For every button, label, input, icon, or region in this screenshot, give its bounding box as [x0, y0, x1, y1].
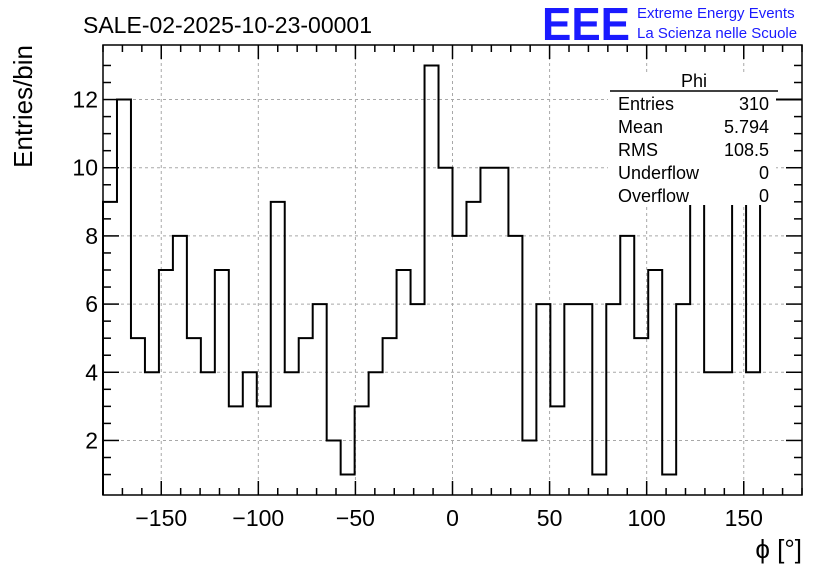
x-tick-label: 150: [725, 505, 763, 531]
x-tick-label: −100: [232, 505, 284, 531]
stats-value-mean: 5.794: [724, 117, 769, 137]
y-tick-label: 8: [85, 223, 98, 249]
stats-box-title: Phi: [681, 71, 707, 91]
stats-label-mean: Mean: [618, 117, 663, 137]
stats-label-underflow: Underflow: [618, 163, 700, 183]
y-tick-label: 10: [72, 155, 98, 181]
stats-box: Phi Entries 310 Mean 5.794 RMS 108.5 Und…: [608, 71, 778, 206]
x-tick-label: −50: [336, 505, 375, 531]
stats-value-underflow: 0: [759, 163, 769, 183]
y-axis-label: Entries/bin: [8, 45, 38, 168]
x-tick-label: 100: [627, 505, 665, 531]
x-tick-label: 50: [537, 505, 563, 531]
stats-value-rms: 108.5: [724, 140, 769, 160]
stats-box-background: [608, 75, 776, 205]
eee-logo-line1: Extreme Energy Events: [637, 5, 795, 22]
y-tick-label: 4: [85, 359, 98, 385]
histogram-step-line: [102, 64, 802, 495]
eee-logo-text: EEE: [542, 0, 630, 50]
run-title: SALE-02-2025-10-23-00001: [83, 12, 372, 38]
y-tick-label: 6: [85, 291, 98, 317]
stats-label-rms: RMS: [618, 140, 658, 160]
stats-value-entries: 310: [739, 94, 769, 114]
x-tick-label: −150: [135, 505, 187, 531]
stats-value-overflow: 0: [759, 186, 769, 206]
y-tick-label: 2: [85, 427, 98, 453]
stats-label-entries: Entries: [618, 94, 674, 114]
x-tick-label: 0: [446, 505, 459, 531]
eee-logo-line2: La Scienza nelle Scuole: [637, 25, 797, 42]
tick-labels: −150 −100 −50 0 50 100 150 2 4 6 8 10 12: [72, 87, 763, 531]
stats-label-overflow: Overflow: [618, 186, 690, 206]
y-tick-label: 12: [72, 87, 98, 113]
axis-ticks: [102, 45, 803, 495]
x-axis-label: ϕ [°]: [755, 534, 802, 564]
